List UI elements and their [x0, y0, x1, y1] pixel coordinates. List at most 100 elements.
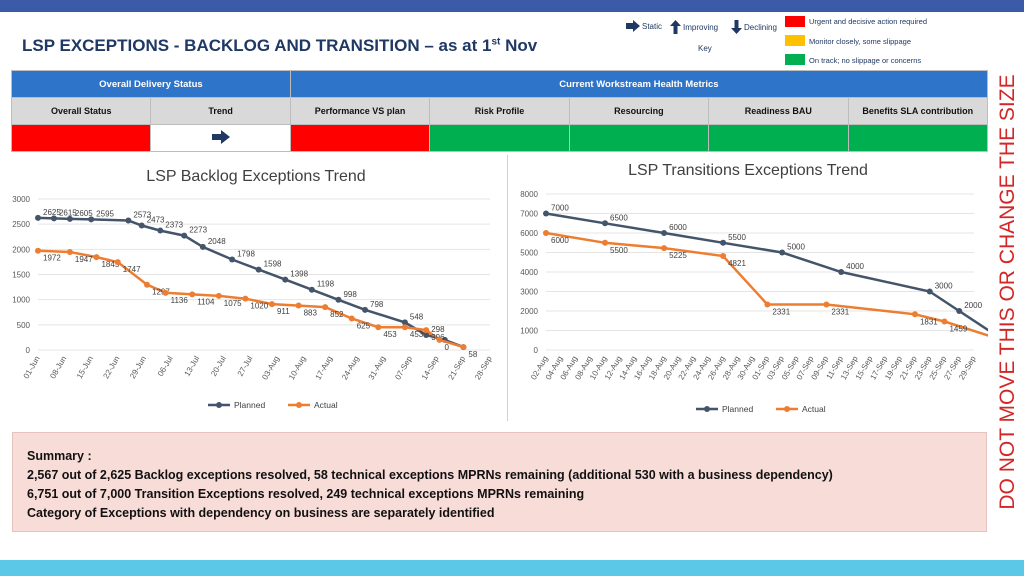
- status-red-swatch: [785, 16, 805, 27]
- series-line-actual: [37, 249, 464, 349]
- col-risk-profile: Risk Profile: [429, 97, 570, 125]
- data-point-actual: [322, 304, 329, 311]
- legend-label-planned: Planned: [234, 400, 265, 410]
- data-point-actual: [543, 230, 549, 236]
- x-tick-label: 22-Jun: [101, 355, 121, 381]
- legend-marker-planned: [216, 402, 222, 408]
- data-label: 2273: [189, 226, 207, 235]
- status-red-label: Urgent and decisive action required: [809, 17, 927, 26]
- legend-label-actual: Actual: [802, 404, 826, 414]
- up-arrow-icon: [670, 20, 681, 34]
- data-point-planned: [602, 220, 609, 227]
- data-label: 798: [370, 300, 384, 309]
- data-label: 1297: [152, 288, 170, 297]
- rag-readiness-bau: [708, 124, 849, 152]
- y-tick-label: 0: [534, 346, 539, 355]
- data-point-actual: [720, 252, 727, 259]
- transitions-exceptions-chart: LSP Transitions Exceptions Trend 0 1000 200…: [520, 162, 1024, 414]
- static-arrow-icon: [626, 20, 640, 32]
- x-tick-label: 14-Sep: [420, 354, 441, 381]
- data-label: 2595: [96, 209, 114, 218]
- data-label: 5500: [610, 246, 628, 255]
- chart-divider: [507, 155, 508, 421]
- data-label: 453: [383, 330, 397, 339]
- data-point-planned: [66, 215, 73, 222]
- backlog-chart-panel: LSP Backlog Exceptions Trend 0 500 1000 1500…: [8, 155, 504, 421]
- data-point-planned: [661, 230, 668, 236]
- y-tick-label: 3000: [12, 195, 30, 204]
- x-tick-label: 01-Jun: [22, 355, 42, 381]
- legend-label-actual: Actual: [314, 400, 338, 410]
- data-point-actual: [162, 289, 169, 296]
- y-tick-label: 2000: [12, 245, 30, 254]
- y-tick-label: 4000: [520, 268, 538, 277]
- rag-trend: [150, 124, 291, 152]
- col-performance: Performance VS plan: [289, 97, 431, 125]
- data-point-planned: [720, 239, 727, 246]
- x-tick-label: 31-Aug: [367, 355, 388, 382]
- x-tick-label: 20-Jul: [209, 354, 228, 378]
- y-tick-label: 0: [26, 346, 31, 355]
- data-label: 1831: [920, 317, 938, 326]
- y-tick-label: 1500: [12, 271, 30, 280]
- col-resourcing: Resourcing: [568, 97, 710, 125]
- data-label: 625: [357, 322, 371, 331]
- x-tick-label: 08-Jun: [48, 355, 68, 381]
- down-arrow-icon: [731, 20, 742, 34]
- y-tick-label: 1000: [520, 327, 538, 336]
- data-point-actual: [401, 324, 408, 331]
- data-label: 5500: [728, 233, 746, 242]
- bottom-accent-bar: [0, 560, 1024, 576]
- x-tick-label: 29-Jun: [128, 355, 148, 381]
- col-overall-status: Overall Status: [10, 97, 152, 125]
- data-point-actual: [602, 239, 609, 246]
- legend-marker-actual: [784, 406, 790, 412]
- data-point-actual: [189, 291, 196, 298]
- data-label: 6000: [669, 223, 687, 232]
- series-line-planned: [545, 212, 1019, 352]
- x-tick-label: 24-Aug: [340, 355, 361, 382]
- data-point-planned: [199, 243, 206, 250]
- data-label: 1947: [75, 255, 93, 264]
- x-tick-label: 17-Aug: [314, 355, 335, 382]
- data-label: 4000: [846, 262, 864, 271]
- rag-resourcing: [568, 124, 710, 152]
- data-point-planned: [88, 216, 95, 223]
- data-label: 2573: [133, 210, 151, 219]
- legend-label-planned: Planned: [722, 404, 753, 414]
- data-point-actual: [375, 324, 382, 331]
- data-point-planned: [181, 232, 188, 239]
- data-label: 1798: [237, 250, 255, 259]
- data-point-actual: [941, 318, 948, 325]
- data-label: 883: [304, 309, 318, 318]
- data-point-actual: [661, 245, 668, 252]
- data-label: 1020: [250, 302, 268, 311]
- y-tick-label: 500: [17, 321, 31, 330]
- side-warning-text: DO NOT MOVE THIS OR CHANGE THE SIZE: [996, 74, 1019, 510]
- data-point-planned: [956, 308, 963, 314]
- data-label: 6500: [610, 213, 628, 222]
- x-tick-label: 10-Aug: [287, 355, 308, 382]
- legend-declining: Declining: [731, 20, 777, 34]
- data-point-planned: [157, 227, 164, 234]
- chart-title: LSP Backlog Exceptions Trend: [146, 168, 365, 185]
- right-arrow-icon: [211, 129, 230, 144]
- data-label: 2625: [43, 208, 61, 217]
- legend-marker-planned: [704, 406, 710, 412]
- data-label: 1075: [224, 299, 242, 308]
- y-tick-label: 2500: [12, 220, 30, 229]
- data-point-planned: [401, 319, 408, 326]
- data-label: 1398: [290, 270, 308, 279]
- data-label: 5225: [669, 251, 687, 260]
- data-point-actual: [242, 295, 249, 302]
- y-tick-label: 5000: [520, 249, 538, 258]
- status-green-label: On track; no slippage or concerns: [809, 56, 922, 65]
- summary-box: Summary : 2,567 out of 2,625 Backlog exc…: [12, 432, 987, 532]
- legend-marker-actual: [296, 402, 302, 408]
- data-label: 1972: [43, 254, 61, 263]
- legend-static: Static: [626, 20, 662, 32]
- overall-delivery-header: Overall Delivery Status: [11, 70, 291, 98]
- data-point-planned: [50, 215, 57, 222]
- data-point-actual: [460, 344, 467, 351]
- summary-line-transition: 6,751 out of 7,000 Transition Exceptions…: [27, 487, 585, 501]
